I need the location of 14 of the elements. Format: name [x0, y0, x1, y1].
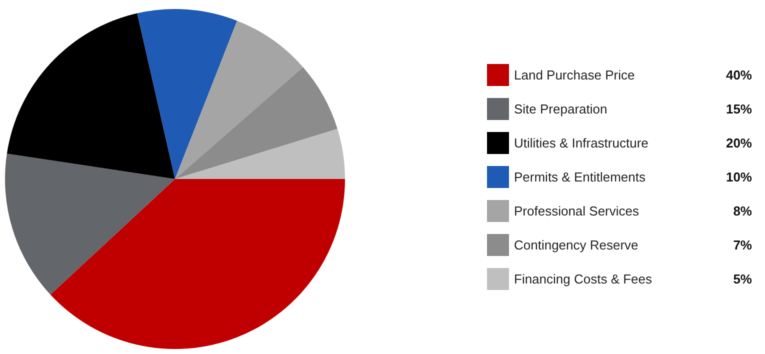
legend-label: Permits & Entitlements [514, 170, 646, 184]
data-label: 7% [733, 238, 752, 252]
data-label: 5% [733, 272, 752, 286]
legend-label: Utilities & Infrastructure [514, 136, 648, 150]
legend-label: Financing Costs & Fees [514, 272, 653, 286]
data-label: 20% [726, 136, 752, 150]
legend-label: Professional Services [514, 204, 640, 218]
data-label: 10% [726, 170, 752, 184]
data-label: 40% [726, 68, 752, 82]
data-label: 15% [726, 102, 752, 116]
data-label: 8% [733, 204, 752, 218]
legend-label: Land Purchase Price [514, 68, 635, 82]
legend-label: Site Preparation [514, 102, 608, 116]
legend-label: Contingency Reserve [514, 238, 638, 252]
